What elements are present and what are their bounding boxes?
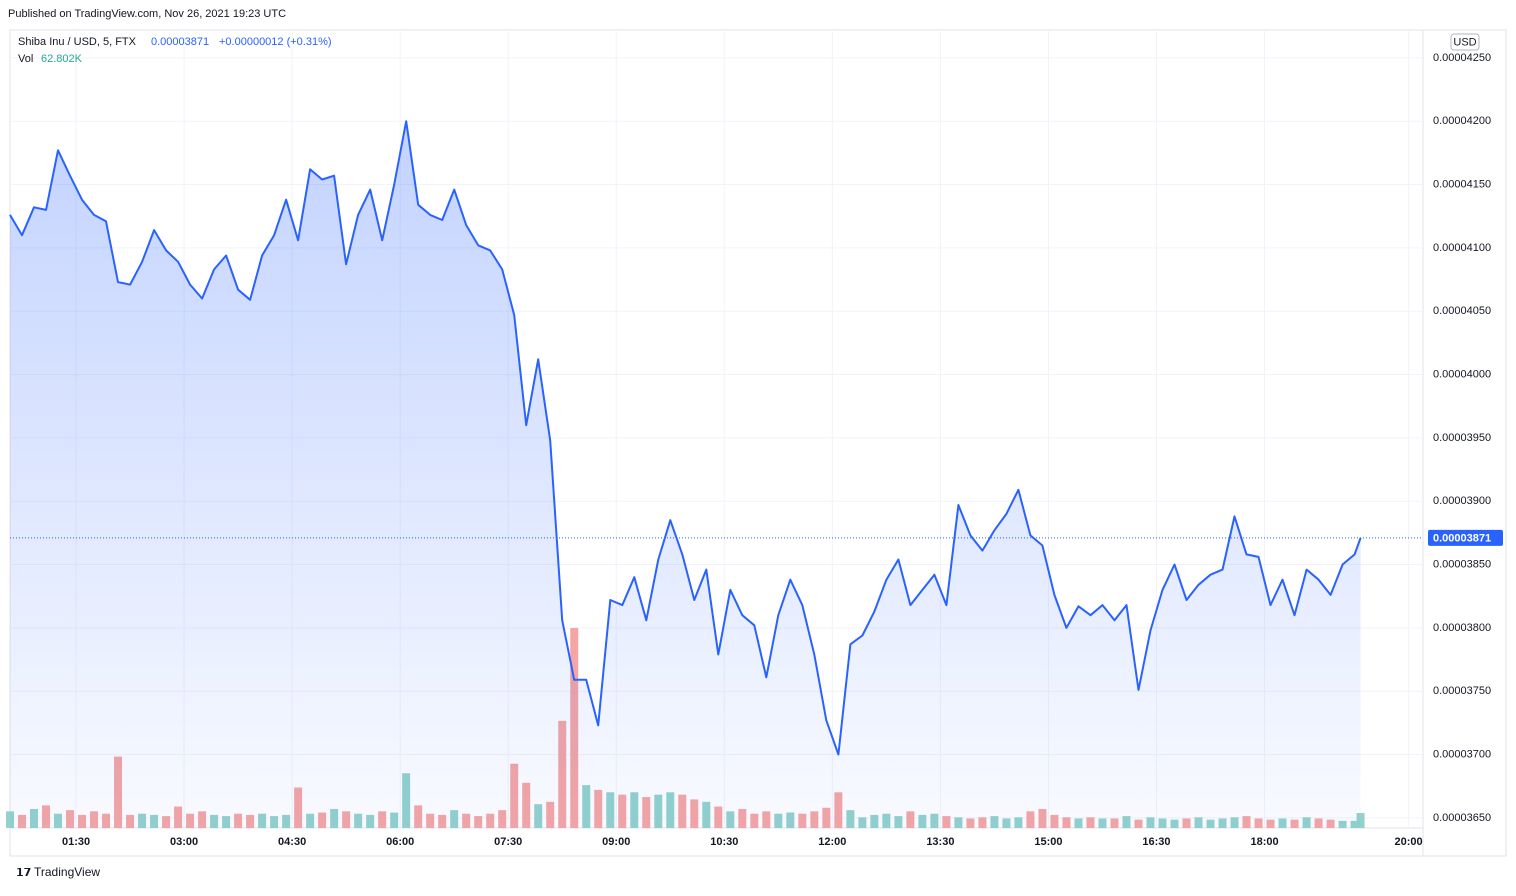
- y-tick-label: 0.00003750: [1433, 685, 1491, 697]
- y-tick-label: 0.00003650: [1433, 812, 1491, 824]
- x-tick-label: 16:30: [1142, 836, 1170, 848]
- footer: TradingView: [34, 865, 100, 879]
- currency[interactable]: USD: [1453, 36, 1476, 48]
- y-tick-label: 0.00003950: [1433, 432, 1491, 444]
- currency-button[interactable]: [1450, 33, 1480, 51]
- logo-mark: 𝟭𝟳: [16, 867, 31, 879]
- x-tick-label: 07:30: [494, 836, 522, 848]
- x-tick-label: 04:30: [278, 836, 306, 848]
- x-tick-label: 03:00: [170, 836, 198, 848]
- y-tick-label: 0.00004250: [1433, 52, 1491, 64]
- plot: [9, 120, 1423, 828]
- last-price-tag-label: 0.00003871: [1433, 532, 1491, 544]
- x-tick-label: 10:30: [710, 836, 738, 848]
- y-tick-label: 0.00004050: [1433, 305, 1491, 317]
- y-tick-label: 0.00004000: [1433, 368, 1491, 380]
- y-tick-label: 0.00003800: [1433, 622, 1491, 634]
- x-tick-label: 20:00: [1395, 836, 1423, 848]
- x-tick-label: 18:00: [1250, 836, 1278, 848]
- y-tick-label: 0.00004200: [1433, 115, 1491, 127]
- symbol: Shiba Inu / USD, 5, FTX: [18, 36, 137, 48]
- published: Published on TradingView.com, Nov 26, 20…: [8, 8, 286, 20]
- volume-value: 62.802K: [41, 53, 83, 65]
- x-tick-label: 15:00: [1034, 836, 1062, 848]
- y-tick-label: 0.00004100: [1433, 242, 1491, 254]
- x-tick-label: 09:00: [602, 836, 630, 848]
- volume-label: Vol: [18, 53, 33, 65]
- y-tick-label: 0.00004150: [1433, 178, 1491, 190]
- y-tick-label: 0.00003700: [1433, 748, 1491, 760]
- y-tick-label: 0.00003850: [1433, 558, 1491, 570]
- x-tick-label: 01:30: [62, 836, 90, 848]
- x-tick-label: 06:00: [386, 836, 414, 848]
- last-price-tag: [1428, 529, 1503, 546]
- last-price: 0.00003871: [151, 36, 209, 48]
- change: +0.00000012 (+0.31%): [219, 36, 332, 48]
- area: [10, 121, 1361, 828]
- x-tick-label: 12:00: [818, 836, 846, 848]
- price-line: [9, 120, 1362, 756]
- y-tick-label: 0.00003900: [1433, 495, 1491, 507]
- x-tick-label: 13:30: [926, 836, 954, 848]
